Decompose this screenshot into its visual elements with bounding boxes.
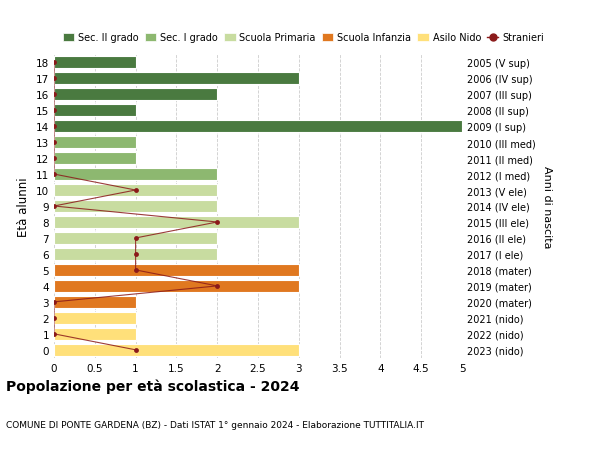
Bar <box>54 73 299 85</box>
Bar <box>54 217 299 229</box>
Y-axis label: Età alunni: Età alunni <box>17 177 31 236</box>
Bar <box>54 296 136 308</box>
Bar <box>54 105 136 117</box>
Bar <box>54 328 136 340</box>
Bar <box>54 168 217 181</box>
Bar <box>54 121 462 133</box>
Bar <box>54 137 136 149</box>
Bar <box>54 264 299 276</box>
Bar <box>54 89 217 101</box>
Bar <box>54 232 217 244</box>
Bar <box>54 201 217 213</box>
Text: COMUNE DI PONTE GARDENA (BZ) - Dati ISTAT 1° gennaio 2024 - Elaborazione TUTTITA: COMUNE DI PONTE GARDENA (BZ) - Dati ISTA… <box>6 420 424 429</box>
Bar <box>54 57 136 69</box>
Text: Popolazione per età scolastica - 2024: Popolazione per età scolastica - 2024 <box>6 379 299 393</box>
Bar <box>54 185 217 196</box>
Legend: Sec. II grado, Sec. I grado, Scuola Primaria, Scuola Infanzia, Asilo Nido, Stran: Sec. II grado, Sec. I grado, Scuola Prim… <box>59 29 548 47</box>
Bar <box>54 153 136 165</box>
Bar <box>54 344 299 356</box>
Bar <box>54 280 299 292</box>
Bar <box>54 312 136 324</box>
Y-axis label: Anni di nascita: Anni di nascita <box>542 165 552 248</box>
Bar <box>54 248 217 260</box>
